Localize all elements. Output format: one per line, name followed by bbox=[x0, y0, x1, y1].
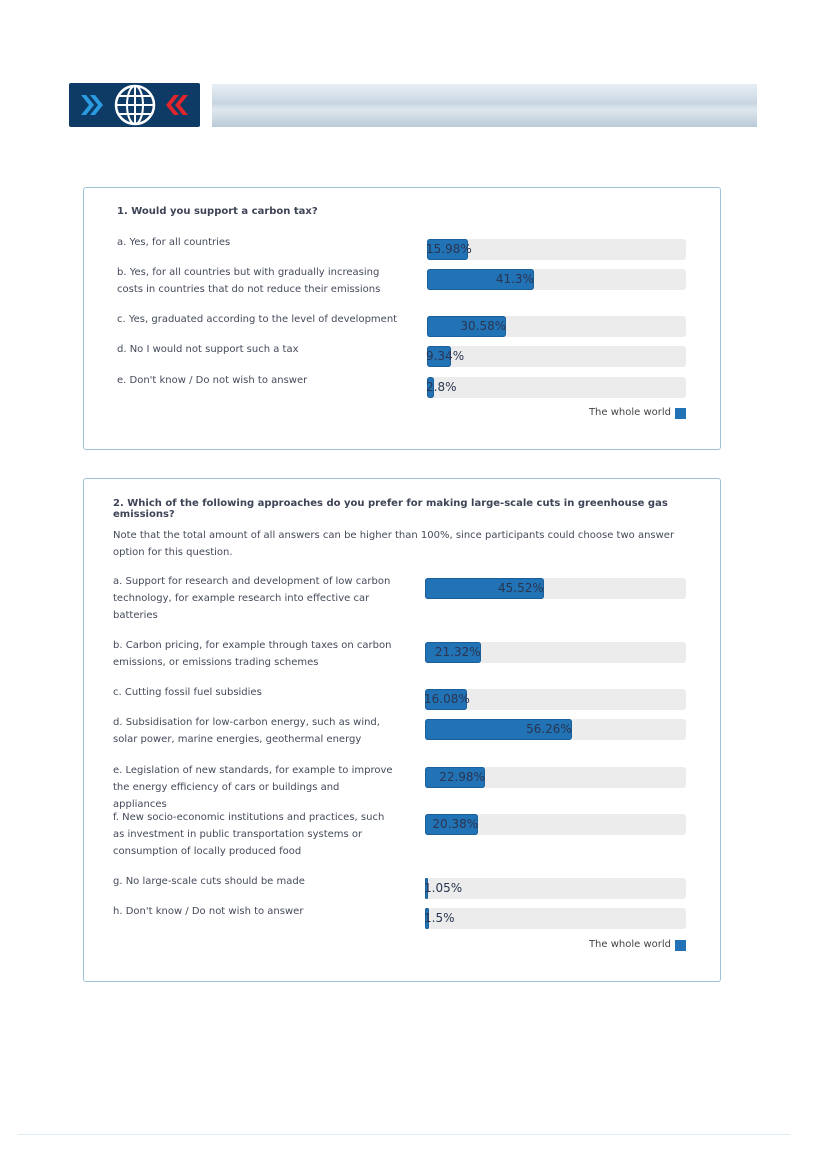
option-text: b. Carbon pricing, for example through t… bbox=[113, 640, 392, 668]
legend-swatch bbox=[675, 940, 686, 951]
bar-track bbox=[425, 689, 686, 710]
option-text: g. No large-scale cuts should be made bbox=[113, 876, 305, 887]
value-label: 22.98% bbox=[439, 770, 485, 784]
bar-track bbox=[427, 346, 686, 367]
question-note: Note that the total amount of all answer… bbox=[113, 530, 675, 558]
value-label: 15.98% bbox=[426, 242, 472, 256]
bar bbox=[427, 316, 507, 337]
bar bbox=[425, 689, 467, 710]
bar bbox=[425, 578, 544, 599]
value-label: 30.58% bbox=[460, 319, 507, 333]
bar-track bbox=[425, 908, 686, 929]
value-label: 1.05% bbox=[424, 881, 463, 895]
bar bbox=[427, 346, 452, 367]
value-label: 16.08% bbox=[424, 692, 470, 706]
bar-track bbox=[425, 642, 686, 663]
bar bbox=[427, 269, 534, 290]
legend-label: The whole world bbox=[588, 939, 671, 950]
legend-swatch bbox=[675, 408, 686, 419]
bar-track bbox=[425, 878, 686, 899]
logo-icon bbox=[81, 84, 188, 126]
bar bbox=[425, 878, 428, 899]
option-text: h. Don't know / Do not wish to answer bbox=[113, 906, 304, 917]
value-label: 21.32% bbox=[434, 645, 481, 659]
question-title: 2. Which of the following approaches do … bbox=[113, 498, 668, 520]
question-title: 1. Would you support a carbon tax? bbox=[117, 206, 318, 217]
option-text: a. Support for research and development … bbox=[113, 576, 391, 621]
bar bbox=[427, 377, 435, 398]
value-label: 2.8% bbox=[426, 380, 457, 394]
value-label: 41.3% bbox=[495, 272, 534, 286]
question-box bbox=[83, 478, 721, 982]
option-text: d. Subsidisation for low-carbon energy, … bbox=[113, 717, 380, 745]
option-text: b. Yes, for all countries but with gradu… bbox=[117, 267, 381, 295]
bar bbox=[425, 642, 481, 663]
value-label: 45.52% bbox=[498, 581, 544, 595]
option-text: e. Don't know / Do not wish to answer bbox=[117, 375, 308, 386]
option-text: e. Legislation of new standards, for exa… bbox=[113, 765, 393, 810]
bar bbox=[425, 908, 429, 929]
legend-label: The whole world bbox=[588, 407, 671, 418]
bar bbox=[425, 767, 485, 788]
option-text: f. New socio-economic institutions and p… bbox=[113, 812, 385, 857]
bar bbox=[427, 239, 469, 260]
bar-track bbox=[425, 814, 686, 835]
value-label: 1.5% bbox=[424, 911, 455, 925]
bar-track bbox=[425, 767, 686, 788]
bar-track bbox=[427, 239, 686, 260]
value-label: 20.38% bbox=[432, 817, 479, 831]
bar bbox=[425, 814, 479, 835]
question-box bbox=[83, 187, 721, 450]
option-text: a. Yes, for all countries bbox=[117, 237, 231, 248]
option-text: c. Cutting fossil fuel subsidies bbox=[113, 687, 262, 698]
bar bbox=[425, 719, 572, 740]
value-label: 9.34% bbox=[426, 349, 465, 363]
bar-track bbox=[427, 377, 686, 398]
banner bbox=[212, 84, 757, 127]
option-text: d. No I would not support such a tax bbox=[117, 344, 299, 355]
option-text: c. Yes, graduated according to the level… bbox=[117, 314, 398, 325]
logo bbox=[69, 83, 200, 127]
value-label: 56.26% bbox=[526, 722, 572, 736]
footer-line bbox=[18, 1134, 790, 1135]
